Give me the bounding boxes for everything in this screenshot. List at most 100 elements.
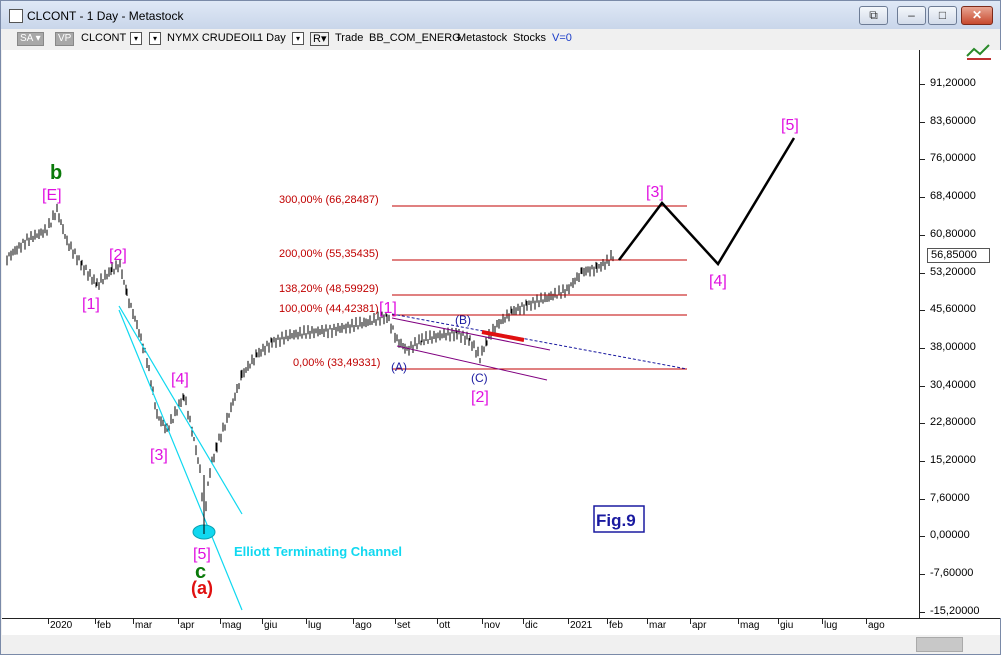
x-tick-label: ago <box>355 620 372 631</box>
x-tick-label: lug <box>824 620 838 631</box>
fib-label-200: 200,00% (55,35435) <box>279 248 379 260</box>
wave-label-3: [3] <box>150 447 168 464</box>
wave-label-c: c <box>195 561 206 583</box>
correction-trendline[interactable] <box>391 313 688 370</box>
chart-options-icon[interactable] <box>964 42 994 62</box>
y-axis: 91,20000 83,60000 76,00000 68,40000 60,80000… <box>919 44 1001 618</box>
y-tick-label: -7,60000 <box>930 567 974 580</box>
wave-label-2: [2] <box>109 247 127 264</box>
interval-label: 1 Day <box>257 32 286 44</box>
chart-window-icon <box>9 9 23 23</box>
y-tick-label: 15,20000 <box>930 454 976 466</box>
vp-button[interactable]: VP <box>55 32 75 46</box>
y-tick-label: 30,40000 <box>930 378 976 391</box>
wave-label-B: (B) <box>455 313 471 327</box>
price-bars <box>6 203 614 521</box>
chart-toolbar: SA ▾ VP CLCONT ▾ ▾ NYMX CRUDEOIL 1 Day ▾… <box>1 29 1000 49</box>
title-bar[interactable]: CLCONT - 1 Day - Metastock ⧉ – □ ✕ <box>1 1 1000 29</box>
wave-label-proj-5: [5] <box>781 117 799 134</box>
interval-dropdown[interactable]: ▾ <box>292 32 304 45</box>
sa-button[interactable]: SA ▾ <box>17 32 44 46</box>
maximize-button[interactable]: □ <box>928 6 957 25</box>
channel-lower-line[interactable] <box>118 309 243 611</box>
x-tick-label: apr <box>180 620 195 631</box>
wave-label-b: b <box>50 162 62 184</box>
x-tick-label: 2021 <box>570 620 593 631</box>
provider-label: BB_COM_ENERG <box>369 32 461 44</box>
sa-label: SA <box>20 33 33 44</box>
x-tick-label: apr <box>692 620 707 631</box>
x-tick-label: mar <box>135 620 153 631</box>
fib-label-100: 100,00% (44,42381) <box>279 303 379 315</box>
x-tick-label: feb <box>609 620 623 631</box>
fib-label-138: 138,20% (48,59929) <box>279 283 379 295</box>
wave-label-5: [5] <box>193 546 211 563</box>
correction-channel-top[interactable] <box>391 317 551 351</box>
wave-label-a-paren: (a) <box>191 578 213 598</box>
y-tick-label: 60,80000 <box>930 227 976 240</box>
wave-label-C: (C) <box>471 371 488 385</box>
x-tick-label: feb <box>97 620 111 631</box>
y-tick-label: 76,00000 <box>930 152 976 165</box>
x-tick-label: mar <box>649 620 667 631</box>
window-title: CLCONT - 1 Day - Metastock <box>27 9 184 23</box>
breakout-marker[interactable] <box>481 330 525 342</box>
fig-label-box <box>593 505 645 533</box>
y-tick-label: 0,00000 <box>930 529 970 542</box>
last-price-marker: 56,85000 <box>927 248 990 263</box>
x-tick-label: mag <box>222 620 242 631</box>
wave-label-1: [1] <box>82 296 100 313</box>
x-tick-label: lug <box>308 620 322 631</box>
fig-label: Fig.9 <box>596 511 636 530</box>
projected-wave-path[interactable] <box>618 137 796 267</box>
x-tick-label: mag <box>740 620 760 631</box>
minimize-button[interactable]: – <box>897 6 926 25</box>
x-tick-label: nov <box>484 620 501 631</box>
symbol-dropdown[interactable]: ▾ <box>130 32 142 45</box>
y-tick-label: 91,20000 <box>930 77 976 89</box>
horizontal-scrollbar[interactable] <box>2 635 1000 653</box>
chart-canvas[interactable]: 300,00% (66,28487) 200,00% (55,35435) 13… <box>2 50 919 618</box>
x-tick-label: giu <box>264 620 278 631</box>
y-tick-label: 22,80000 <box>930 416 976 429</box>
y-tick-label: 7,60000 <box>930 491 970 504</box>
x-tick-label: giu <box>780 620 794 631</box>
y-tick-label: 68,40000 <box>930 190 976 203</box>
fib-label-300: 300,00% (66,28487) <box>279 194 379 206</box>
scrollbar-thumb[interactable] <box>916 637 963 652</box>
y-tick-label: 83,60000 <box>930 114 976 127</box>
x-tick-label: dic <box>525 620 538 631</box>
x-tick-label: set <box>397 620 411 631</box>
category-label: Stocks <box>513 32 547 44</box>
correction-channel-bottom[interactable] <box>396 345 548 381</box>
wave-label-A: (A) <box>391 360 407 374</box>
y-tick-label: 53,20000 <box>930 265 976 278</box>
trade-label: Trade <box>335 32 364 44</box>
close-button[interactable]: ✕ <box>961 6 993 25</box>
r-label: R <box>313 33 321 45</box>
channel-upper-line[interactable] <box>118 305 243 515</box>
price-chart[interactable]: 300,00% (66,28487) 200,00% (55,35435) 13… <box>2 50 919 618</box>
y-tick-label: 45,60000 <box>930 303 976 316</box>
y-tick-label: -15,20000 <box>930 604 980 617</box>
wave-label-proj-3: [3] <box>646 184 664 201</box>
fib-label-0: 0,00% (33,49331) <box>293 357 380 369</box>
restore-alt-button[interactable]: ⧉ <box>859 6 888 25</box>
x-tick-label: ott <box>439 620 451 631</box>
wave-label-E: [E] <box>42 187 62 204</box>
channel-annotation: Elliott Terminating Channel <box>234 544 402 559</box>
r-dropdown[interactable]: R▾ <box>310 32 330 46</box>
source-label: Metastock <box>457 32 508 44</box>
wave-label-proj-4: [4] <box>709 273 727 290</box>
x-tick-label: 2020 <box>50 620 73 631</box>
exchange-label: NYMX CRUDEOIL <box>167 32 259 44</box>
x-tick-label: ago <box>868 620 885 631</box>
x-axis: 2020 feb mar apr mag giu lug ago set ott nov dic 202… <box>2 618 1000 635</box>
wave-label-new-2: [2] <box>471 389 489 406</box>
volume-label: V=0 <box>552 32 572 44</box>
wave-label-4: [4] <box>171 371 189 388</box>
exchange-dropdown[interactable]: ▾ <box>149 32 161 45</box>
wave-label-new-1: [1] <box>379 300 397 317</box>
y-tick-label: 38,00000 <box>930 340 976 353</box>
